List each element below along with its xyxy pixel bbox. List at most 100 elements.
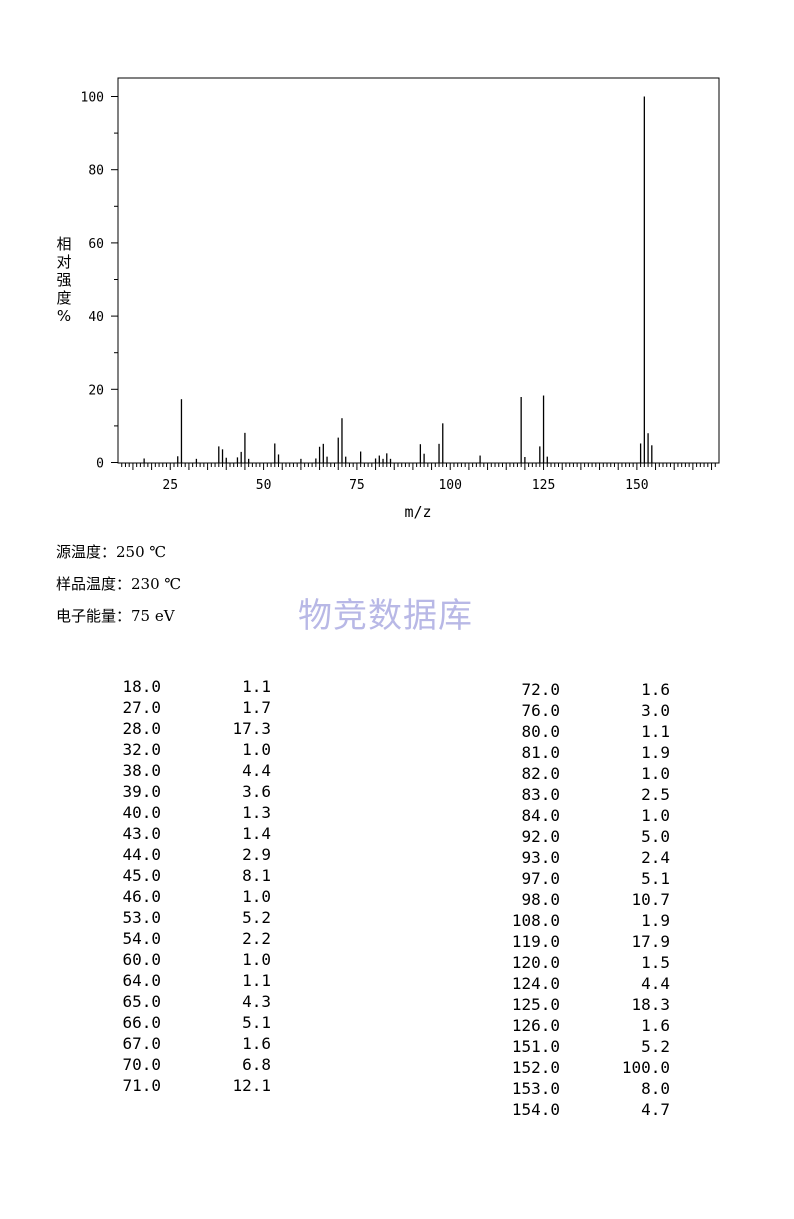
table-row: 153.0 8.0	[0, 1079, 794, 1100]
table-row: 108.0 1.9	[0, 911, 794, 932]
table-row: 38.0 4.4	[0, 761, 794, 782]
mz-value: 64.0	[122, 971, 161, 990]
table-row: 60.0 1.0	[0, 950, 794, 971]
table-row: 28.0 17.3	[0, 719, 794, 740]
table-row: 67.0 1.6	[0, 1034, 794, 1055]
x-tick-label: 125	[532, 478, 555, 493]
abundance-value: 6.8	[242, 1055, 271, 1074]
table-row: 98.0 10.7	[0, 890, 794, 911]
table-row: 70.0 6.8	[0, 1055, 794, 1076]
mz-value: 60.0	[122, 950, 161, 969]
abundance-value: 5.1	[641, 869, 670, 888]
table-row: 71.0 12.1	[0, 1076, 794, 1097]
table-row: 46.0 1.0	[0, 887, 794, 908]
table-row: 125.0 18.3	[0, 995, 794, 1016]
table-row: 32.0 1.0	[0, 740, 794, 761]
abundance-value: 1.6	[242, 1034, 271, 1053]
abundance-value: 4.4	[641, 974, 670, 993]
mz-value: 54.0	[122, 929, 161, 948]
abundance-value: 8.0	[641, 1079, 670, 1098]
table-row: 66.0 5.1	[0, 1013, 794, 1034]
abundance-value: 3.0	[641, 701, 670, 720]
mz-value: 27.0	[122, 698, 161, 717]
mz-value: 28.0	[122, 719, 161, 738]
abundance-value: 1.0	[641, 764, 670, 783]
x-tick-label: 50	[256, 478, 272, 493]
mz-value: 125.0	[511, 995, 560, 1014]
table-row: 81.0 1.9	[0, 743, 794, 764]
mz-value: 44.0	[122, 845, 161, 864]
abundance-value: 1.1	[641, 722, 670, 741]
abundance-value: 1.1	[242, 971, 271, 990]
y-tick-label: 60	[88, 237, 104, 252]
abundance-value: 2.9	[242, 845, 271, 864]
mz-value: 46.0	[122, 887, 161, 906]
abundance-value: 17.9	[631, 932, 670, 951]
abundance-value: 4.7	[641, 1100, 670, 1119]
mass-spectrum-chart: 0 20 40 60 80 100 25 50 75 100 125 150 m/z 相对强度%	[56, 77, 720, 521]
y-axis: 0 20 40 60 80 100	[81, 91, 118, 472]
mz-value: 152.0	[511, 1058, 560, 1077]
abundance-value: 1.0	[242, 887, 271, 906]
abundance-value: 1.9	[641, 743, 670, 762]
table-row: 120.0 1.5	[0, 953, 794, 974]
mz-value: 120.0	[511, 953, 560, 972]
y-tick-label: 100	[81, 91, 104, 106]
table-row: 27.0 1.7	[0, 698, 794, 719]
abundance-value: 1.3	[242, 803, 271, 822]
mz-value: 18.0	[122, 677, 161, 696]
abundance-value: 10.7	[631, 890, 670, 909]
table-row: 82.0 1.0	[0, 764, 794, 785]
abundance-value: 4.4	[242, 761, 271, 780]
abundance-value: 1.0	[242, 740, 271, 759]
table-row: 84.0 1.0	[0, 806, 794, 827]
x-axis: 25 50 75 100 125 150	[121, 463, 716, 493]
x-tick-label: 75	[349, 478, 365, 493]
x-axis-label: m/z	[404, 503, 431, 521]
mz-value: 45.0	[122, 866, 161, 885]
mz-value: 151.0	[511, 1037, 560, 1056]
watermark: 物竞数据库	[298, 596, 473, 636]
abundance-value: 1.1	[242, 677, 271, 696]
mz-value: 40.0	[122, 803, 161, 822]
mz-value: 70.0	[122, 1055, 161, 1074]
mz-value: 82.0	[521, 764, 560, 783]
mz-value: 39.0	[122, 782, 161, 801]
y-axis-label: 相对强度%	[56, 235, 71, 325]
table-row: 154.0 4.7	[0, 1100, 794, 1121]
abundance-value: 2.4	[641, 848, 670, 867]
abundance-value: 2.5	[641, 785, 670, 804]
mz-value: 53.0	[122, 908, 161, 927]
abundance-value: 1.4	[242, 824, 271, 843]
table-row: 80.0 1.1	[0, 722, 794, 743]
mz-value: 81.0	[521, 743, 560, 762]
mz-value: 67.0	[122, 1034, 161, 1053]
mz-value: 32.0	[122, 740, 161, 759]
table-row: 53.0 5.2	[0, 908, 794, 929]
mz-value: 98.0	[521, 890, 560, 909]
abundance-value: 18.3	[631, 995, 670, 1014]
table-row: 64.0 1.1	[0, 971, 794, 992]
mz-value: 66.0	[122, 1013, 161, 1032]
abundance-value: 1.7	[242, 698, 271, 717]
mz-value: 108.0	[511, 911, 560, 930]
abundance-value: 17.3	[232, 719, 271, 738]
mz-value: 71.0	[122, 1076, 161, 1095]
table-row: 72.0 1.6	[0, 680, 794, 701]
abundance-value: 1.9	[641, 911, 670, 930]
table-row: 40.0 1.3	[0, 803, 794, 824]
table-row: 65.0 4.3	[0, 992, 794, 1013]
table-row: 126.0 1.6	[0, 1016, 794, 1037]
abundance-value: 1.5	[641, 953, 670, 972]
abundance-value: 5.1	[242, 1013, 271, 1032]
abundance-value: 100.0	[621, 1058, 670, 1077]
mz-value: 80.0	[521, 722, 560, 741]
mz-value: 72.0	[521, 680, 560, 699]
abundance-value: 1.6	[641, 680, 670, 699]
mz-value: 154.0	[511, 1100, 560, 1119]
mz-value: 124.0	[511, 974, 560, 993]
table-row: 39.0 3.6	[0, 782, 794, 803]
electron-energy: 电子能量：75 eV	[56, 607, 175, 625]
table-row: 54.0 2.2	[0, 929, 794, 950]
table-row: 18.0 1.1	[0, 677, 794, 698]
